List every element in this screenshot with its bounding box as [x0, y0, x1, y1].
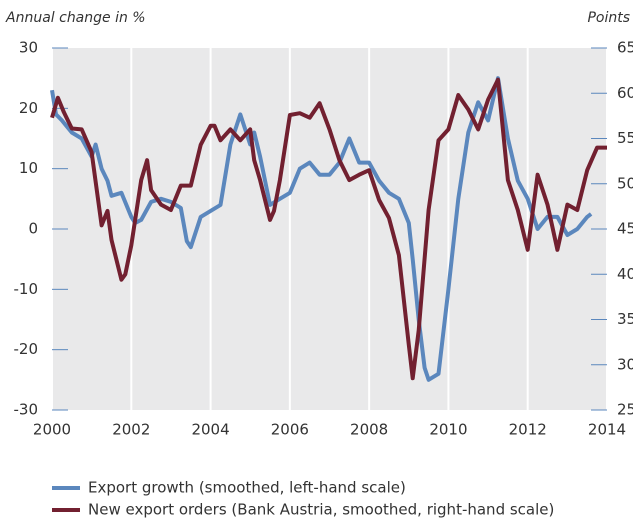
x-tick-label: 2000: [33, 421, 71, 439]
plot-background: [52, 48, 607, 410]
y2-tick-label: 25: [617, 401, 633, 419]
y-tick-label: 20: [19, 99, 38, 117]
x-tick-label: 2006: [271, 421, 309, 439]
y2-tick-label: 45: [617, 220, 633, 238]
y2-tick-label: 50: [617, 174, 633, 192]
y-tick-label: -20: [14, 340, 39, 358]
x-tick-label: 2010: [429, 421, 467, 439]
series-line: [50, 77, 607, 381]
y-tick-label: -30: [14, 401, 39, 419]
x-tick-label: 2012: [509, 421, 547, 439]
x-tick-label: 2014: [588, 421, 626, 439]
y2-tick-label: 55: [617, 129, 633, 147]
x-tick-label: 2008: [350, 421, 388, 439]
legend-label: New export orders (Bank Austria, smoothe…: [88, 501, 554, 519]
y2-tick-label: 40: [617, 265, 633, 283]
y2-axis-label: Points: [587, 10, 630, 26]
series-line: [50, 76, 593, 382]
y-tick-label: -10: [14, 280, 39, 298]
legend-label: Export growth (smoothed, left-hand scale…: [88, 479, 406, 497]
y2-tick-label: 65: [617, 39, 633, 57]
y-tick-label: 0: [28, 220, 38, 238]
y2-tick-label: 30: [617, 355, 633, 373]
y2-tick-label: 35: [617, 310, 633, 328]
y2-tick-label: 60: [617, 84, 633, 102]
x-tick-label: 2002: [112, 421, 150, 439]
x-tick-label: 2004: [191, 421, 229, 439]
y-axis-label: Annual change in %: [5, 10, 146, 26]
y-tick-label: 30: [19, 39, 38, 57]
y-tick-label: 10: [19, 159, 38, 177]
